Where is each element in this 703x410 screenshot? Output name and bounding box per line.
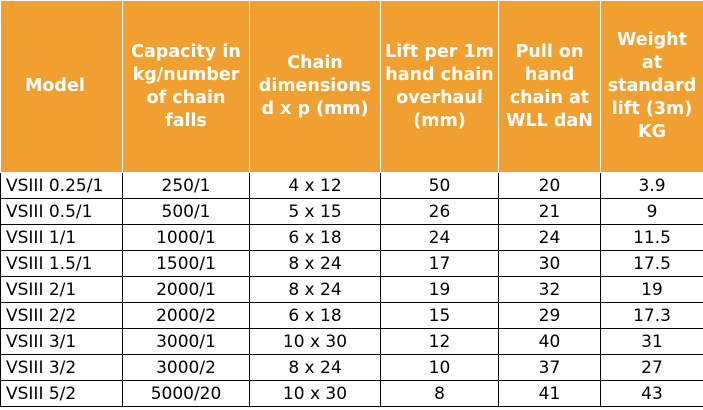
cell-weight: 3.9: [600, 172, 703, 199]
table-row: VSIII 1.5/1 1500/1 8 x 24 17 30 17.5: [0, 250, 703, 277]
cell-weight: 27: [600, 354, 703, 381]
cell-pull: 21: [498, 198, 601, 225]
column-header-weight: Weight at standard lift (3m) KG: [600, 0, 703, 173]
cell-lift: 8: [380, 380, 499, 407]
cell-chain-dimensions: 8 x 24: [249, 250, 381, 277]
cell-chain-dimensions: 5 x 15: [249, 198, 381, 225]
cell-pull: 41: [498, 380, 601, 407]
cell-model: VSIII 2/2: [0, 302, 123, 329]
cell-weight: 19: [600, 276, 703, 303]
cell-model: VSIII 2/1: [0, 276, 123, 303]
cell-pull: 37: [498, 354, 601, 381]
column-header-pull-on-hand-chain: Pull on hand chain at WLL daN: [498, 0, 601, 173]
cell-chain-dimensions: 10 x 30: [249, 380, 381, 407]
table-row: VSIII 2/2 2000/2 6 x 18 15 29 17.3: [0, 302, 703, 329]
cell-pull: 40: [498, 328, 601, 355]
cell-capacity: 3000/2: [122, 354, 250, 381]
cell-weight: 43: [600, 380, 703, 407]
cell-pull: 29: [498, 302, 601, 329]
cell-model: VSIII 1/1: [0, 224, 123, 251]
cell-capacity: 500/1: [122, 198, 250, 225]
column-header-capacity: Capacity in kg/number of chain falls: [122, 0, 250, 173]
table-row: VSIII 3/2 3000/2 8 x 24 10 37 27: [0, 354, 703, 381]
column-header-lift-per-overhaul: Lift per 1m hand chain overhaul (mm): [380, 0, 499, 173]
cell-chain-dimensions: 6 x 18: [249, 302, 381, 329]
cell-lift: 12: [380, 328, 499, 355]
table-row: VSIII 5/2 5000/20 10 x 30 8 41 43: [0, 380, 703, 407]
table-row: VSIII 0.5/1 500/1 5 x 15 26 21 9: [0, 198, 703, 225]
cell-pull: 20: [498, 172, 601, 199]
cell-model: VSIII 1.5/1: [0, 250, 123, 277]
table-row: VSIII 2/1 2000/1 8 x 24 19 32 19: [0, 276, 703, 303]
cell-chain-dimensions: 8 x 24: [249, 354, 381, 381]
cell-capacity: 3000/1: [122, 328, 250, 355]
cell-pull: 32: [498, 276, 601, 303]
cell-chain-dimensions: 10 x 30: [249, 328, 381, 355]
column-header-model: Model: [0, 0, 123, 173]
cell-capacity: 5000/20: [122, 380, 250, 407]
cell-model: VSIII 3/1: [0, 328, 123, 355]
cell-model: VSIII 3/2: [0, 354, 123, 381]
cell-capacity: 250/1: [122, 172, 250, 199]
cell-chain-dimensions: 8 x 24: [249, 276, 381, 303]
cell-pull: 24: [498, 224, 601, 251]
header-row: Model Capacity in kg/number of chain fal…: [0, 0, 703, 173]
cell-lift: 15: [380, 302, 499, 329]
cell-lift: 17: [380, 250, 499, 277]
cell-weight: 31: [600, 328, 703, 355]
cell-lift: 26: [380, 198, 499, 225]
cell-model: VSIII 0.5/1: [0, 198, 123, 225]
cell-model: VSIII 5/2: [0, 380, 123, 407]
cell-capacity: 1500/1: [122, 250, 250, 277]
table-row: VSIII 0.25/1 250/1 4 x 12 50 20 3.9: [0, 172, 703, 199]
cell-weight: 17.3: [600, 302, 703, 329]
cell-chain-dimensions: 4 x 12: [249, 172, 381, 199]
cell-lift: 10: [380, 354, 499, 381]
cell-model: VSIII 0.25/1: [0, 172, 123, 199]
table-row: VSIII 1/1 1000/1 6 x 18 24 24 11.5: [0, 224, 703, 251]
cell-weight: 17.5: [600, 250, 703, 277]
cell-capacity: 2000/1: [122, 276, 250, 303]
cell-lift: 24: [380, 224, 499, 251]
table-row: VSIII 3/1 3000/1 10 x 30 12 40 31: [0, 328, 703, 355]
cell-capacity: 2000/2: [122, 302, 250, 329]
column-header-chain-dimensions: Chain dimensions d x p (mm): [249, 0, 381, 173]
cell-weight: 11.5: [600, 224, 703, 251]
cell-lift: 50: [380, 172, 499, 199]
cell-weight: 9: [600, 198, 703, 225]
cell-capacity: 1000/1: [122, 224, 250, 251]
cell-chain-dimensions: 6 x 18: [249, 224, 381, 251]
cell-pull: 30: [498, 250, 601, 277]
cell-lift: 19: [380, 276, 499, 303]
